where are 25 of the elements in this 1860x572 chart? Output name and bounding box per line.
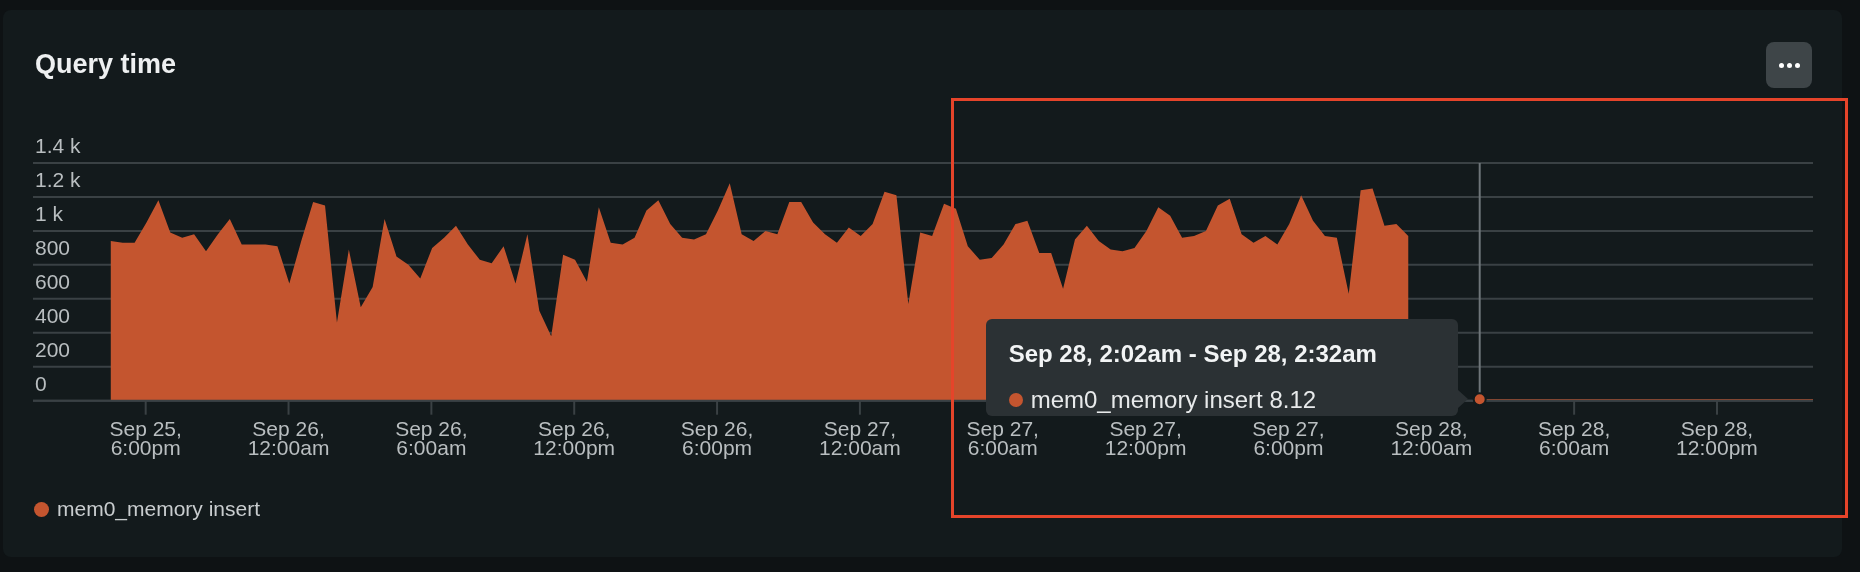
x-tick-label: Sep 28, 6:00am [1537, 416, 1611, 459]
x-tick-label: Sep 26, 12:00am [247, 416, 330, 459]
x-tick-label: Sep 26, 6:00am [395, 416, 468, 459]
x-tick-label: Sep 28, 12:00am [1390, 416, 1473, 459]
y-tick-label: 200 [35, 337, 71, 361]
x-tick-label: Sep 25, 6:00pm [109, 416, 182, 459]
y-tick-label: 1.4 k [35, 134, 82, 157]
annotation: Sep 28, 2:02am - Sep 28, 2:32am [1008, 340, 1377, 368]
legend-label: mem0_memory insert [57, 497, 261, 521]
y-tick-label: 400 [35, 303, 71, 327]
y-tick-label: 0 [35, 371, 47, 395]
annotation: mem0_memory insert 8.12 [1030, 386, 1317, 414]
x-tick-label: Sep 27, 6:00am [966, 416, 1039, 459]
x-tick-label: Sep 28, 12:00pm [1676, 416, 1758, 459]
y-tick-label: 600 [35, 269, 71, 293]
tooltip: Sep 28, 2:02am - Sep 28, 2:32am mem0_memory insert 8.12 [985, 319, 1468, 417]
x-tick-label: Sep 27, 12:00am [819, 416, 901, 459]
x-tick-label: Sep 26, 12:00pm [533, 416, 616, 459]
y-tick-label: 800 [35, 235, 71, 259]
x-tick-label: Sep 27, 12:00pm [1104, 416, 1187, 459]
y-tick-label: 1 k [35, 201, 64, 225]
x-tick-label: Sep 27, 6:00pm [1252, 416, 1325, 459]
y-tick-label: 1.2 k [35, 167, 82, 191]
chart-title: Query time [35, 49, 177, 79]
x-tick-label: Sep 26, 6:00pm [680, 416, 754, 459]
